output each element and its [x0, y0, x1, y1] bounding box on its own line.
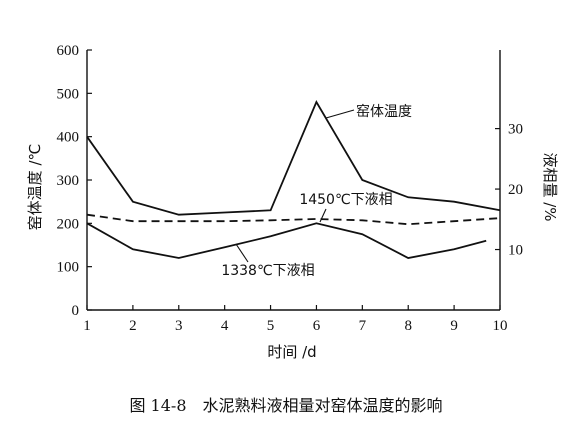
series-label-leader-3: [235, 243, 249, 263]
series-label-3: 1338℃下液相: [221, 263, 314, 279]
y-left-tick-label: 400: [57, 130, 80, 146]
x-tick-label: 9: [450, 318, 458, 334]
y-left-tick-label: 600: [57, 43, 80, 59]
y-left-tick-label: 0: [72, 303, 80, 319]
x-tick-label: 5: [267, 318, 275, 334]
y-axis-right-title: 液相量 /%: [541, 152, 559, 221]
y-right-tick-label: 10: [508, 243, 523, 259]
annotations: 窑体温度 1450℃下液相 1338℃下液相: [221, 103, 412, 279]
x-tick-label: 3: [175, 318, 183, 334]
series-label-leader-2: [319, 208, 327, 223]
x-axis-title: 时间 /d: [267, 343, 316, 361]
y-right-tick-label: 20: [508, 182, 523, 198]
figure-caption: 图 14-8 水泥熟料液相量对窑体温度的影响: [129, 396, 442, 415]
series-group: [86, 100, 501, 259]
series-line-3: [86, 222, 487, 259]
series-label-1: 窑体温度: [356, 103, 412, 120]
y-left-tick-label: 200: [57, 216, 80, 232]
y-left-tick-label: 300: [57, 173, 80, 189]
y-left-tick-label: 100: [57, 260, 80, 276]
x-tick-label: 8: [404, 318, 412, 334]
x-tick-label: 2: [129, 318, 137, 334]
x-tick-label: 10: [493, 318, 508, 334]
x-tick-label: 7: [359, 318, 367, 334]
x-tick-label: 1: [83, 318, 91, 334]
series-label-leader-1: [325, 109, 355, 119]
series-label-2: 1450℃下液相: [299, 192, 392, 208]
y-axis-left-title: 窑体温度 /℃: [26, 144, 44, 231]
x-tick-label: 6: [313, 318, 321, 334]
y-left-tick-label: 500: [57, 86, 80, 102]
series-line-2: [86, 213, 501, 226]
y-right-tick-label: 30: [508, 122, 523, 138]
x-tick-label: 4: [221, 318, 229, 334]
series-line-1: [86, 100, 501, 216]
